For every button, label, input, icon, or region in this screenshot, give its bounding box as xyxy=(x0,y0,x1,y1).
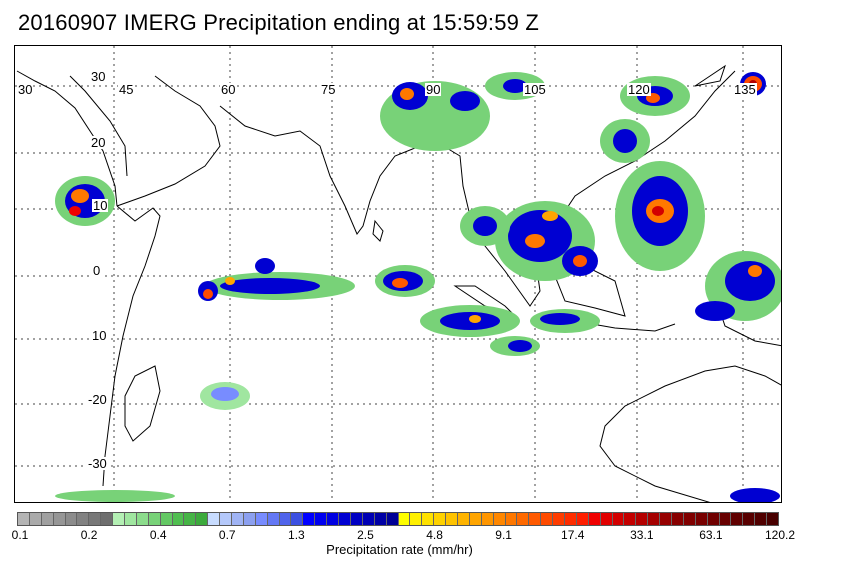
colorbar-swatch xyxy=(743,513,756,525)
colorbar-tick-label: 63.1 xyxy=(699,528,723,542)
colorbar-swatch xyxy=(446,513,458,525)
colorbar-swatch xyxy=(481,513,494,525)
lon-label-60: 60 xyxy=(220,82,237,97)
colorbar-swatch xyxy=(422,513,435,525)
colorbar-swatch xyxy=(172,513,185,525)
colorbar-swatch xyxy=(196,513,209,525)
lat-label-minus10: 10 xyxy=(91,328,108,343)
colorbar-swatch xyxy=(695,513,708,525)
colorbar-tick-label: 0.1 xyxy=(11,528,29,542)
colorbar-swatch xyxy=(683,513,696,525)
colorbar-swatch xyxy=(184,513,197,525)
colorbar-swatch xyxy=(53,513,66,525)
colorbar-swatch xyxy=(434,513,447,525)
colorbar-swatch xyxy=(671,513,684,525)
lat-label-20: 20 xyxy=(90,135,107,150)
colorbar-swatch xyxy=(41,513,54,525)
colorbar-swatch xyxy=(636,513,649,525)
colorbar-swatch xyxy=(386,513,399,525)
colorbar-swatch xyxy=(339,513,351,525)
colorbar-swatch xyxy=(291,513,304,525)
colorbar-swatch xyxy=(160,513,173,525)
colorbar-swatch xyxy=(624,513,637,525)
lon-label-90: 90 xyxy=(425,82,442,97)
colorbar-swatch xyxy=(232,513,244,525)
colorbar-tick-label: 4.8 xyxy=(426,528,443,542)
colorbar-swatch xyxy=(600,513,613,525)
colorbar-swatch xyxy=(564,513,577,525)
lon-label-135: 135 xyxy=(733,82,757,97)
colorbar-swatch xyxy=(77,513,90,525)
precipitation-cells xyxy=(55,72,781,502)
colorbar-swatch xyxy=(315,513,328,525)
lat-label-30: 30 xyxy=(90,69,107,84)
colorbar-swatch xyxy=(660,513,672,525)
colorbar-swatch xyxy=(398,513,411,525)
colorbar-swatch xyxy=(719,513,732,525)
colorbar-swatch xyxy=(208,513,221,525)
lat-label-minus30: -30 xyxy=(87,456,108,471)
lat-label-0: 0 xyxy=(92,263,102,278)
colorbar-tick-label: 9.1 xyxy=(495,528,512,542)
colorbar-tick-label: 0.7 xyxy=(218,528,236,542)
colorbar-swatch xyxy=(113,513,126,525)
colorbar-swatch xyxy=(529,513,542,525)
lon-label-45: 45 xyxy=(118,82,135,97)
colorbar-tick-label: 120.2 xyxy=(764,528,796,542)
colorbar-swatch xyxy=(612,513,625,525)
colorbar-swatch xyxy=(362,513,375,525)
lon-label-120: 120 xyxy=(627,82,651,97)
colorbar-swatch xyxy=(148,513,161,525)
colorbar-swatch xyxy=(469,513,482,525)
colorbar-label: Precipitation rate (mm/hr) xyxy=(326,542,473,557)
precipitation-colorbar xyxy=(17,512,779,526)
colorbar-swatch xyxy=(89,513,102,525)
colorbar-swatch xyxy=(576,513,589,525)
colorbar-swatch xyxy=(350,513,363,525)
colorbar-swatch xyxy=(505,513,518,525)
lon-label-75: 75 xyxy=(320,82,337,97)
colorbar-swatch xyxy=(648,513,661,525)
colorbar-tick-label: 2.5 xyxy=(357,528,374,542)
map-canvas xyxy=(15,46,781,502)
colorbar-swatch xyxy=(29,513,42,525)
colorbar-swatch xyxy=(553,513,565,525)
colorbar-swatch xyxy=(755,513,768,525)
colorbar-swatch xyxy=(18,513,30,525)
colorbar-swatch xyxy=(457,513,470,525)
colorbar-swatch xyxy=(279,513,292,525)
precipitation-map: 30 45 60 75 90 105 120 135 30 20 10 0 10… xyxy=(14,45,782,503)
colorbar-swatch xyxy=(374,513,387,525)
lon-label-105: 105 xyxy=(523,82,547,97)
colorbar-swatch xyxy=(220,513,233,525)
colorbar-tick-label: 1.3 xyxy=(288,528,305,542)
colorbar-swatch xyxy=(125,513,137,525)
colorbar-swatch xyxy=(493,513,506,525)
colorbar-tick-label: 17.4 xyxy=(561,528,585,542)
colorbar-swatch xyxy=(255,513,268,525)
colorbar-swatch xyxy=(588,513,601,525)
colorbar-tick-label: 33.1 xyxy=(630,528,654,542)
colorbar-swatch xyxy=(303,513,316,525)
colorbar-swatch xyxy=(136,513,149,525)
lon-label-30: 30 xyxy=(17,82,34,97)
colorbar-swatch xyxy=(410,513,423,525)
colorbar-swatch xyxy=(731,513,744,525)
colorbar-swatch xyxy=(707,513,720,525)
colorbar-swatch xyxy=(517,513,530,525)
colorbar-swatch xyxy=(327,513,340,525)
map-title: 20160907 IMERG Precipitation ending at 1… xyxy=(18,10,540,35)
colorbar-swatch xyxy=(541,513,554,525)
lat-label-minus20: -20 xyxy=(87,392,108,407)
colorbar-swatch xyxy=(101,513,114,525)
colorbar-tick-label: 0.4 xyxy=(149,528,167,542)
colorbar-swatch xyxy=(767,513,778,525)
colorbar-label-row: Precipitation rate (mm/hr) xyxy=(0,542,865,557)
colorbar-swatch xyxy=(243,513,256,525)
colorbar-swatch xyxy=(267,513,280,525)
lat-label-10: 10 xyxy=(92,198,109,213)
colorbar-swatch xyxy=(65,513,78,525)
colorbar-tick-label: 0.2 xyxy=(80,528,98,542)
